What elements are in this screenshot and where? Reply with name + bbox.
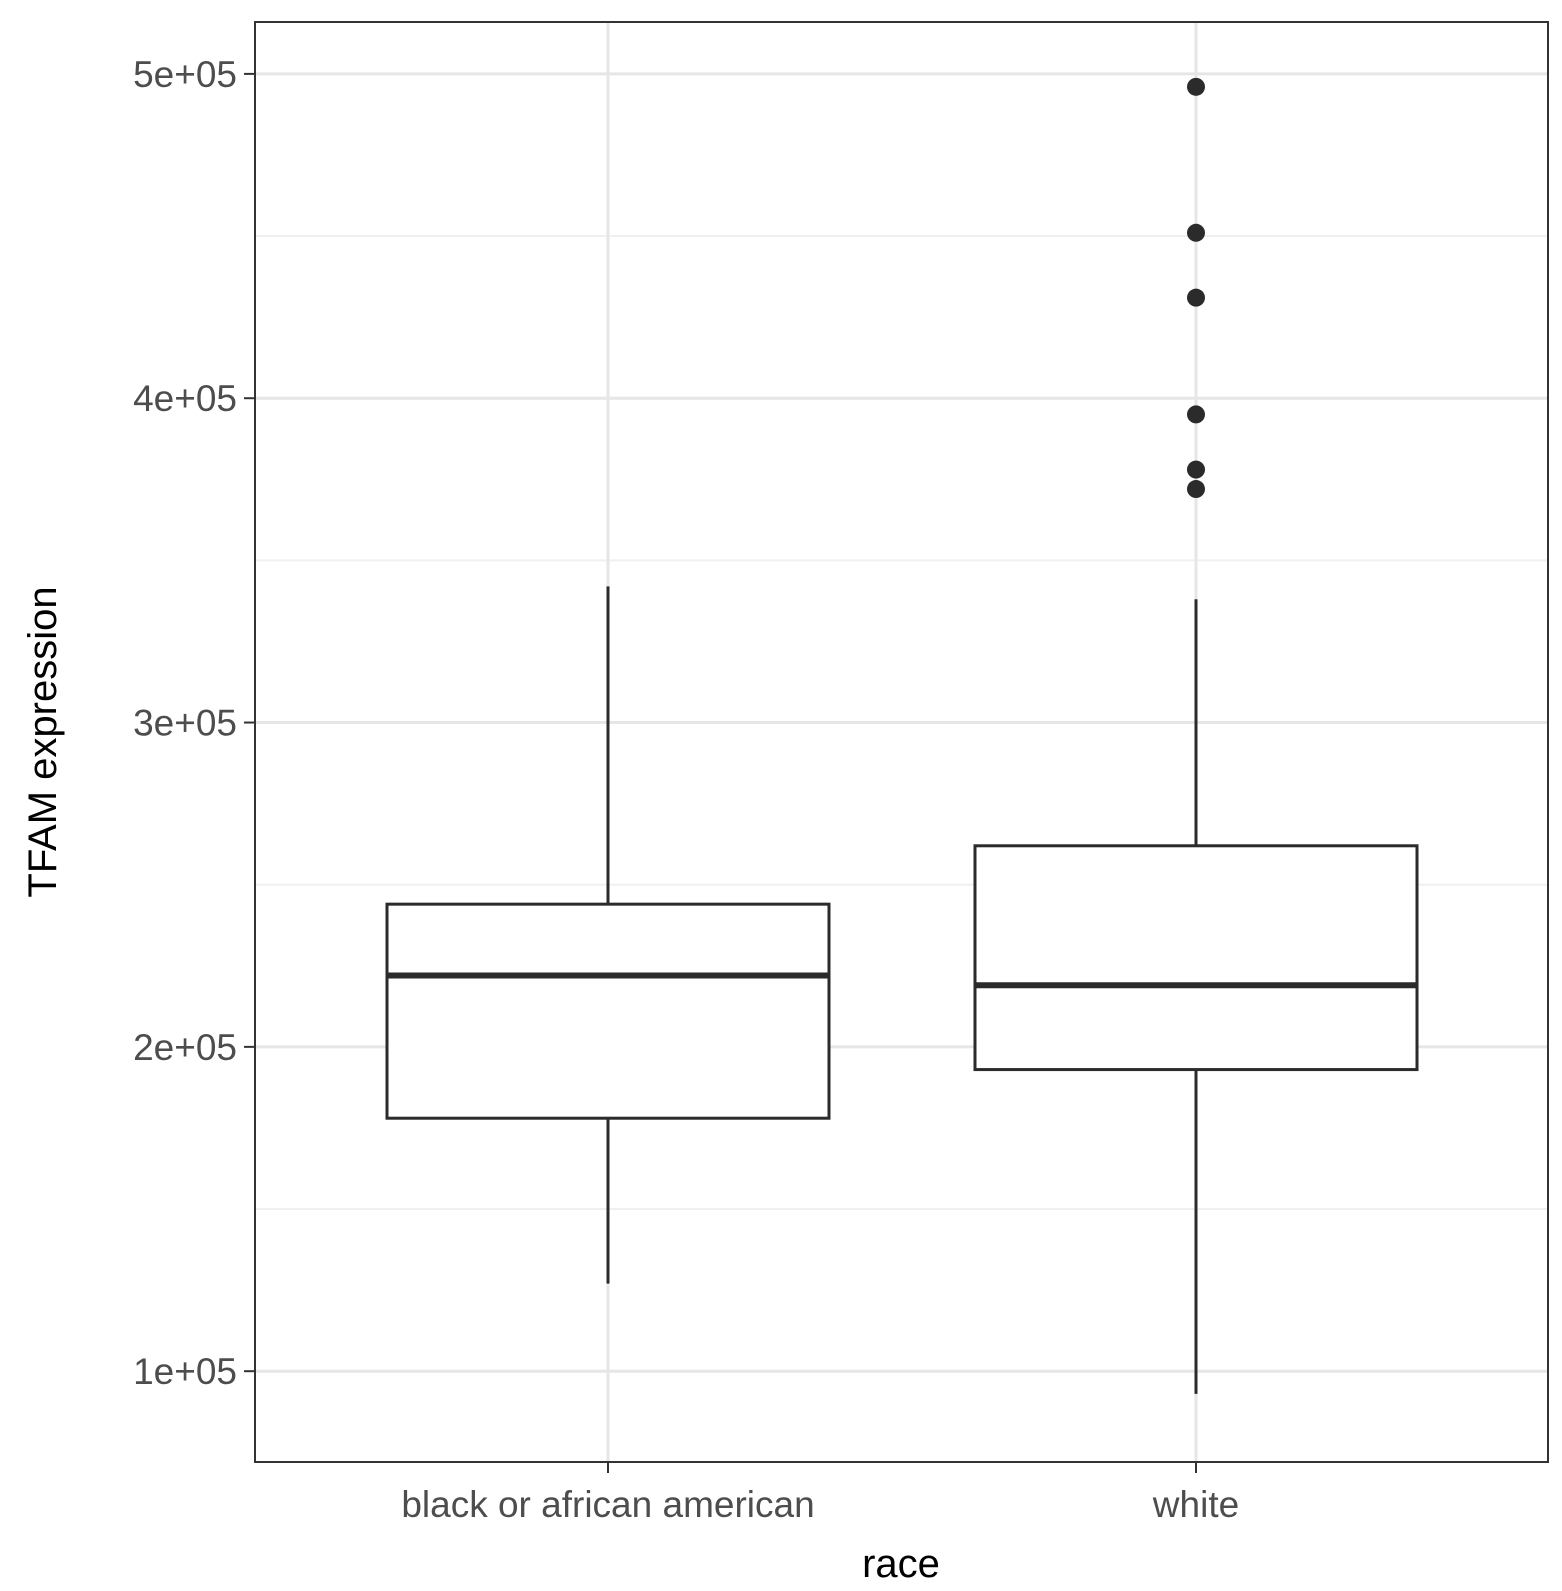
box-black-or-african-american: [385, 586, 831, 1284]
box-iqr: [385, 902, 831, 1120]
x-axis-ticks: black or african american white: [401, 1462, 1239, 1525]
outlier-point: [1187, 288, 1205, 307]
box-group: [385, 77, 1419, 1394]
major-gridlines: [255, 22, 1548, 1462]
outlier-point: [1187, 460, 1205, 479]
outlier-point: [1187, 223, 1205, 242]
y-axis-ticks: 1e+05 2e+05 3e+05 4e+05 5e+05: [133, 54, 255, 1392]
y-tick-label: 4e+05: [133, 378, 237, 419]
x-tick-label: black or african american: [401, 1484, 814, 1525]
y-axis-title: TFAM expression: [21, 586, 65, 897]
outlier-point: [1187, 77, 1205, 96]
y-tick-label: 1e+05: [133, 1351, 237, 1392]
outlier-point: [1187, 405, 1205, 424]
outlier-point: [1187, 480, 1205, 499]
panel-border: [254, 21, 1549, 1463]
x-tick-label: white: [1152, 1484, 1239, 1525]
box-iqr: [973, 844, 1419, 1072]
y-tick-label: 3e+05: [133, 703, 237, 744]
x-axis-title: race: [862, 1542, 940, 1586]
y-tick-label: 5e+05: [133, 54, 237, 95]
y-tick-label: 2e+05: [133, 1027, 237, 1068]
box-white: [973, 77, 1419, 1394]
